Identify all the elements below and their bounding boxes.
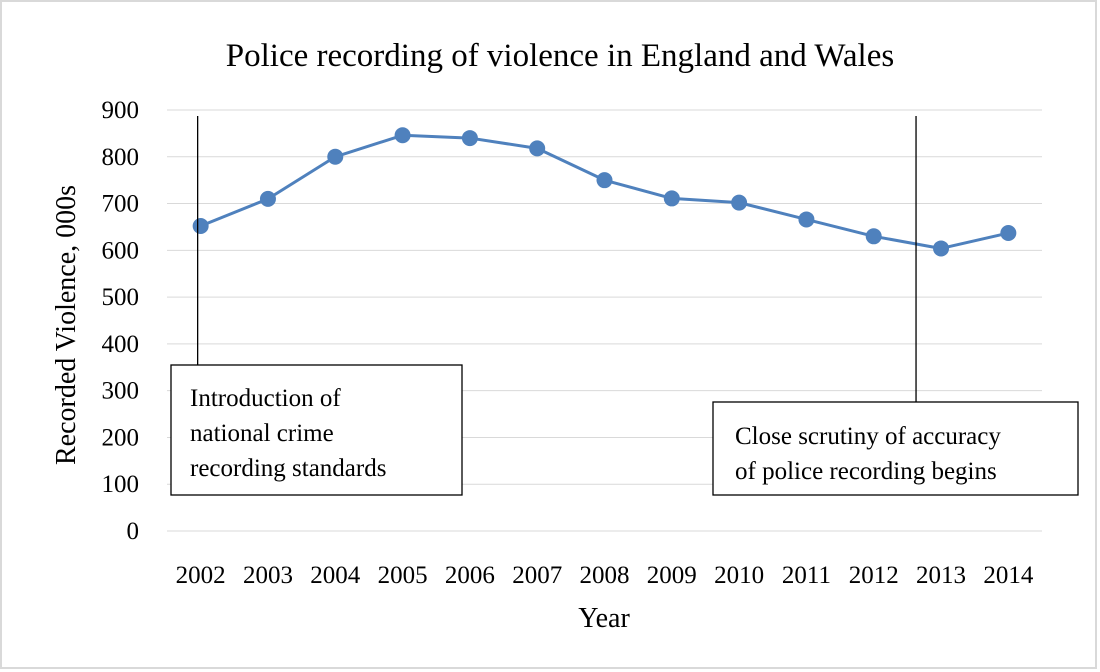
y-tick-label: 900 — [102, 97, 140, 124]
data-point — [327, 148, 344, 165]
y-tick-label: 200 — [102, 424, 140, 451]
x-tick-label: 2005 — [378, 562, 428, 589]
y-tick-label: 100 — [102, 471, 140, 498]
data-point — [394, 127, 411, 144]
chart-title: Police recording of violence in England … — [226, 38, 894, 74]
data-point — [529, 140, 546, 157]
data-point — [259, 190, 276, 207]
y-axis-label: Recorded Violence, 000s — [51, 185, 82, 465]
y-tick-label: 600 — [102, 237, 140, 264]
series-line — [200, 133, 1009, 250]
data-point — [596, 172, 613, 189]
x-tick-label: 2004 — [310, 562, 361, 589]
x-tick-label: 2014 — [983, 562, 1034, 589]
data-point — [865, 228, 882, 245]
x-tick-label: 2010 — [714, 562, 764, 589]
y-tick-label: 400 — [102, 331, 140, 358]
data-point — [192, 218, 209, 235]
data-point — [461, 130, 478, 147]
y-axis-ticks: 0 100 200 300 400 500 600 700 800 900 — [102, 97, 140, 545]
x-axis-ticks: 2002 2003 2004 2005 2006 2007 2008 2009 2010 2011… — [176, 562, 1034, 589]
annotation-text: Close scrutiny of accuracy — [735, 423, 1001, 450]
x-tick-label: 2006 — [445, 562, 495, 589]
x-tick-label: 2012 — [849, 562, 899, 589]
y-tick-label: 800 — [102, 144, 140, 171]
y-tick-label: 0 — [127, 518, 140, 545]
data-series — [192, 127, 1017, 257]
annotation-text: national crime — [190, 420, 334, 447]
annotation-text: of police recording begins — [735, 458, 997, 485]
x-tick-label: 2008 — [580, 562, 630, 589]
data-point — [1000, 225, 1017, 242]
y-tick-label: 300 — [102, 378, 140, 405]
y-tick-label: 700 — [102, 191, 140, 218]
x-tick-label: 2009 — [647, 562, 697, 589]
data-point — [798, 211, 815, 228]
x-tick-label: 2003 — [243, 562, 293, 589]
x-tick-label: 2007 — [512, 562, 562, 589]
annotation-text: Introduction of — [190, 385, 341, 412]
annotation-text: recording standards — [190, 455, 386, 482]
x-tick-label: 2002 — [176, 562, 226, 589]
x-tick-label: 2013 — [916, 562, 966, 589]
x-axis-label: Year — [578, 603, 630, 634]
annotation-box — [712, 401, 1079, 496]
x-tick-label: 2011 — [782, 562, 831, 589]
data-point — [731, 194, 748, 211]
data-point — [663, 190, 680, 207]
annotations: Introduction of national crime recording s… — [170, 116, 1079, 496]
y-tick-label: 500 — [102, 284, 140, 311]
annotation-box — [170, 364, 463, 496]
data-point — [933, 240, 950, 257]
